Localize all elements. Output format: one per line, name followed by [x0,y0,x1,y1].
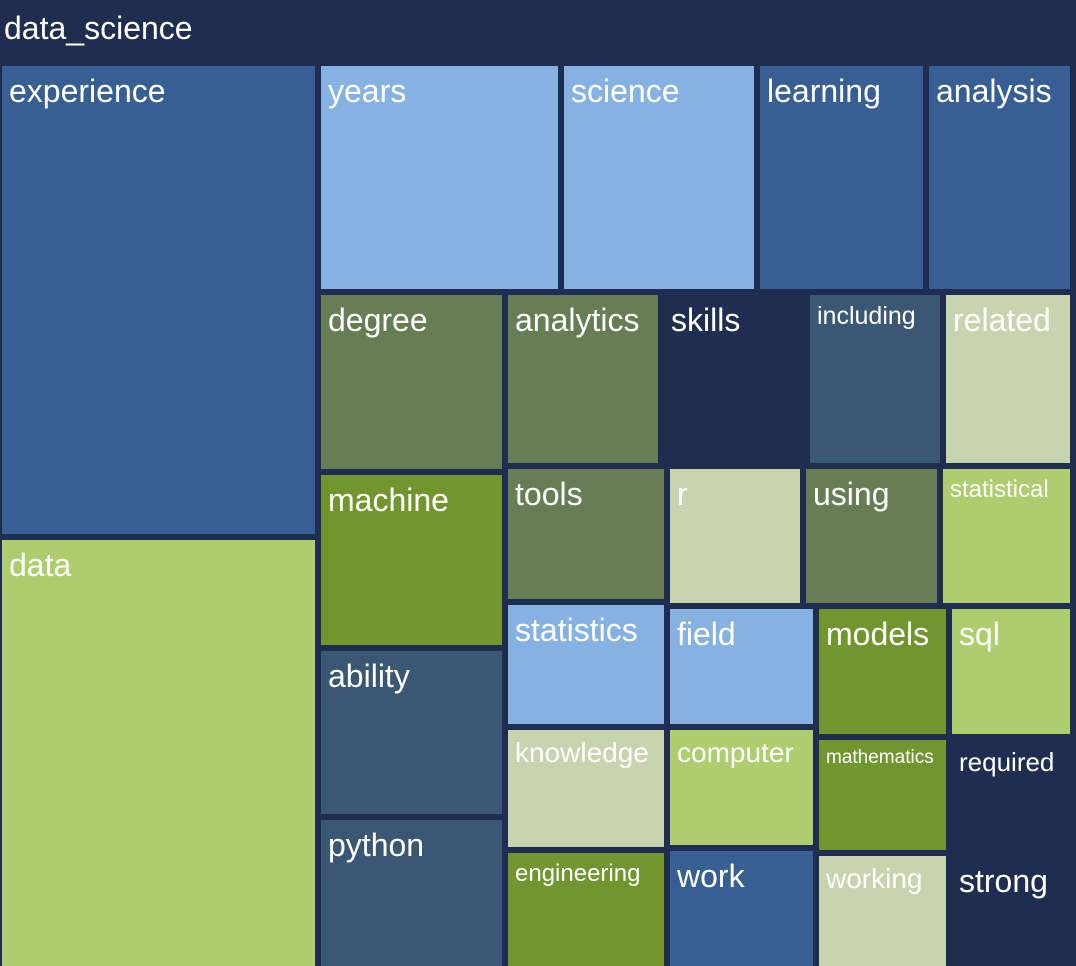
treemap-tile-label: statistics [515,612,638,648]
treemap-tile-label: using [813,476,890,512]
treemap-tile-mathematics: mathematics [819,740,946,850]
treemap-tile-learning: learning [760,66,923,289]
treemap-tile-analysis: analysis [929,66,1070,289]
treemap-tile-including: including [810,295,940,463]
treemap-tile-label: degree [328,302,428,338]
treemap-tile-experience: experience [2,66,315,534]
treemap-tile-label: data [9,547,72,583]
treemap-tile-tools: tools [508,469,664,599]
treemap-tile-work: work [670,851,813,966]
treemap-tile-engineering: engineering [508,853,664,966]
treemap-tile-label: mathematics [826,747,934,768]
treemap-tile-label: tools [515,476,583,512]
treemap-tile-field: field [670,609,813,724]
treemap-tile-science: science [564,66,754,289]
treemap-tile-machine: machine [321,475,502,645]
treemap-tile-label: analysis [936,73,1052,109]
treemap-tile-working: working [819,856,946,966]
treemap-tile-related: related [946,295,1070,463]
treemap-tile-label: skills [671,302,741,338]
treemap-tile-r: r [670,469,800,603]
treemap-tile-sql: sql [952,609,1070,734]
treemap-tile-statistical: statistical [943,469,1070,603]
treemap-root-label: data_science [4,10,193,46]
treemap-tile-label: experience [9,73,166,109]
treemap-tile-label: including [817,302,916,330]
treemap-tile-years: years [321,66,558,289]
treemap-tile-label: learning [767,73,881,109]
treemap-tile-knowledge: knowledge [508,730,664,847]
treemap-tile-label: years [328,73,407,109]
treemap-tile-skills: skills [664,295,804,463]
treemap-tile-label: knowledge [515,737,649,768]
treemap-tile-ability: ability [321,651,502,814]
treemap-tile-degree: degree [321,295,502,469]
treemap-tile-analytics: analytics [508,295,658,463]
treemap-tile-label: r [677,476,688,512]
treemap-tile-label: models [826,616,930,652]
treemap-tile-label: ability [328,658,410,694]
treemap-tile-label: analytics [515,302,640,338]
treemap-tile-label: machine [328,482,449,518]
treemap-tile-statistics: statistics [508,605,664,724]
treemap-tile-label: work [677,858,745,894]
treemap-tile-label: computer [677,737,794,768]
treemap-tile-using: using [806,469,937,603]
treemap-tile-label: strong [959,863,1048,899]
treemap-tile-label: required [959,747,1055,777]
treemap-tile-label: engineering [515,860,641,887]
treemap-tile-required: required [952,740,1070,850]
treemap-tile-label: python [328,827,425,863]
treemap-tile-label: science [571,73,680,109]
treemap-tile-python: python [321,820,502,966]
treemap-tile-label: field [677,616,736,652]
treemap-tile-computer: computer [670,730,813,845]
treemap-tile-models: models [819,609,946,734]
treemap-tile-label: sql [959,616,1000,652]
treemap-tile-label: statistical [950,476,1049,503]
treemap-tile-label: working [826,863,923,894]
treemap-tile-data: data [2,540,315,966]
treemap-tile-strong: strong [952,856,1070,966]
treemap-tile-label: related [953,302,1051,338]
